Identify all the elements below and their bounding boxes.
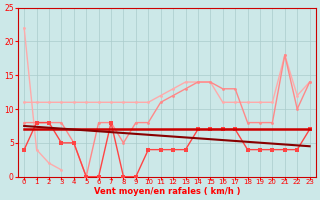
X-axis label: Vent moyen/en rafales ( km/h ): Vent moyen/en rafales ( km/h ) bbox=[94, 187, 240, 196]
